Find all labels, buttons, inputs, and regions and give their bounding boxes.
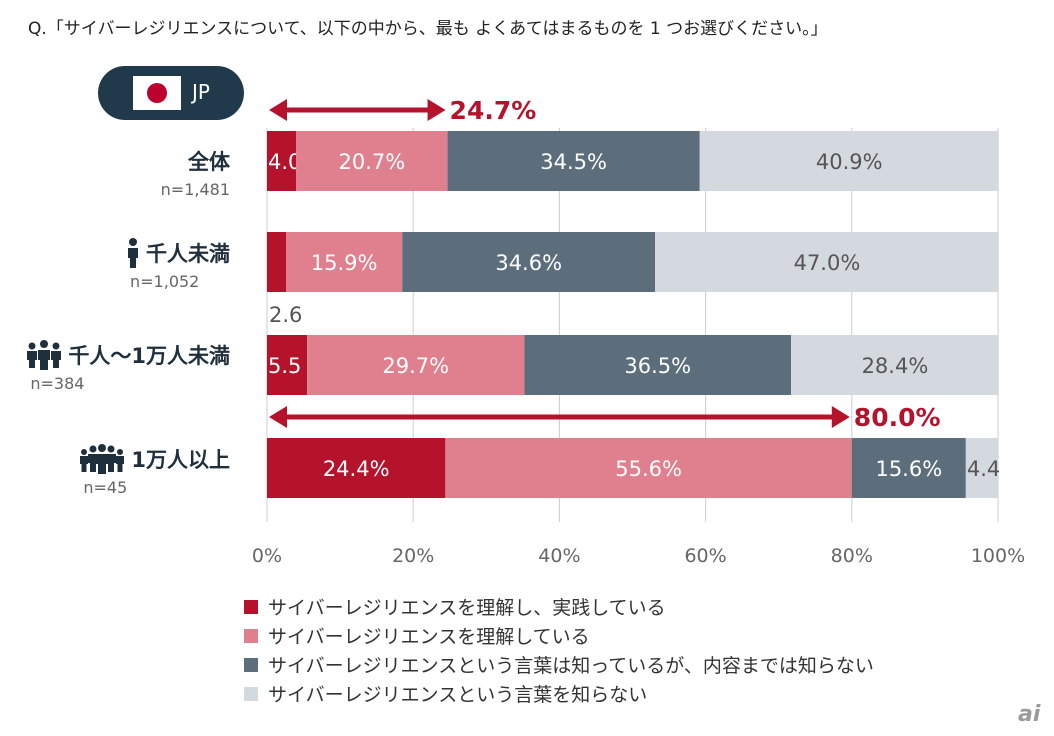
x-tick-label: 20% [392,545,434,567]
category-name: 1万人以上 [131,448,230,472]
bar-segment [402,232,656,292]
annotation-label: 24.7% [450,96,537,125]
legend-item: サイバーレジリエンスという言葉は知っているが、内容までは知らない [244,650,874,679]
data-label: 34.5% [540,150,607,174]
data-label: 15.9% [311,251,378,275]
data-label: 55.6% [615,457,682,481]
bar-segment [286,232,403,292]
data-label: 4.4 [967,457,1000,481]
data-label: 20.7% [339,150,406,174]
x-tick-label: 100% [971,545,1025,567]
large-group-icon [80,444,125,474]
bar-segment [307,335,525,395]
bar-segment [267,335,308,395]
data-label: 29.7% [382,354,449,378]
sample-size: n=384 [30,374,85,393]
bar-segment [699,131,999,191]
x-tick-label: 80% [831,545,873,567]
data-label: 47.0% [794,251,861,275]
category-name: 千人未満 [146,242,230,266]
data-label: 5.5 [268,354,301,378]
bar-segment [851,438,966,498]
bar-segment [267,131,297,191]
bar-segment [524,335,792,395]
annotation-label: 80.0% [854,403,941,432]
data-label: 15.6% [875,457,942,481]
legend-swatch [244,628,258,643]
x-tick-label: 0% [252,545,282,567]
category-name: 全体 [188,150,230,174]
group-icon [27,340,62,370]
sample-size: n=1,052 [130,272,200,291]
data-label: 36.5% [624,354,691,378]
bar-segment [267,438,446,498]
bar-segment [445,438,852,498]
person-icon [128,238,138,268]
data-label: 28.4% [862,354,929,378]
legend: サイバーレジリエンスを理解し、実践している サイバーレジリエンスを理解している … [244,592,874,708]
country-code: JP [192,80,210,104]
category-name: 千人～1万人未満 [68,344,230,368]
country-badge: JP [98,66,244,120]
legend-label: サイバーレジリエンスを理解し、実践している [268,597,666,619]
bar-segment [267,232,287,292]
site-logo: ai [1018,702,1041,727]
legend-swatch [244,686,258,701]
bar-segment [447,131,700,191]
category-label-all: 全体 n=1,481 [157,146,230,199]
bar-segment [296,131,448,191]
data-label: 40.9% [816,150,883,174]
annotation-arrowhead-left [269,406,287,428]
category-label-under-1000: 千人未満 n=1,052 [126,238,230,291]
legend-swatch [244,599,258,614]
bar-segment [965,438,998,498]
legend-item: サイバーレジリエンスという言葉を知らない [244,679,874,708]
legend-item: サイバーレジリエンスを理解し、実践している [244,592,874,621]
annotation-arrowhead-right [831,406,850,428]
legend-swatch [244,657,258,672]
category-label-1000-to-10000: 千人～1万人未満 n=384 [26,340,230,393]
annotation-arrowhead-left [269,99,287,121]
legend-label: サイバーレジリエンスという言葉は知っているが、内容までは知らない [268,655,874,677]
data-label: 4.0 [268,150,301,174]
x-tick-label: 40% [538,545,580,567]
data-label: 2.6 [269,303,302,327]
question-text: Q.「サイバーレジリエンスについて、以下の中から、最も よくあてはまるものを 1… [28,19,828,39]
legend-item: サイバーレジリエンスを理解している [244,621,874,650]
annotation-arrowhead-right [427,99,446,121]
category-label-10000-plus: 1万人以上 n=45 [79,444,230,497]
bar-segment [791,335,999,395]
data-label: 24.4% [323,457,390,481]
data-label: 34.6% [495,251,562,275]
legend-label: サイバーレジリエンスという言葉を知らない [268,684,648,706]
legend-label: サイバーレジリエンスを理解している [268,626,590,648]
x-tick-label: 60% [684,545,726,567]
sample-size: n=45 [83,478,128,497]
japan-flag-icon [133,76,181,110]
bar-segment [655,232,999,292]
sample-size: n=1,481 [160,180,230,199]
